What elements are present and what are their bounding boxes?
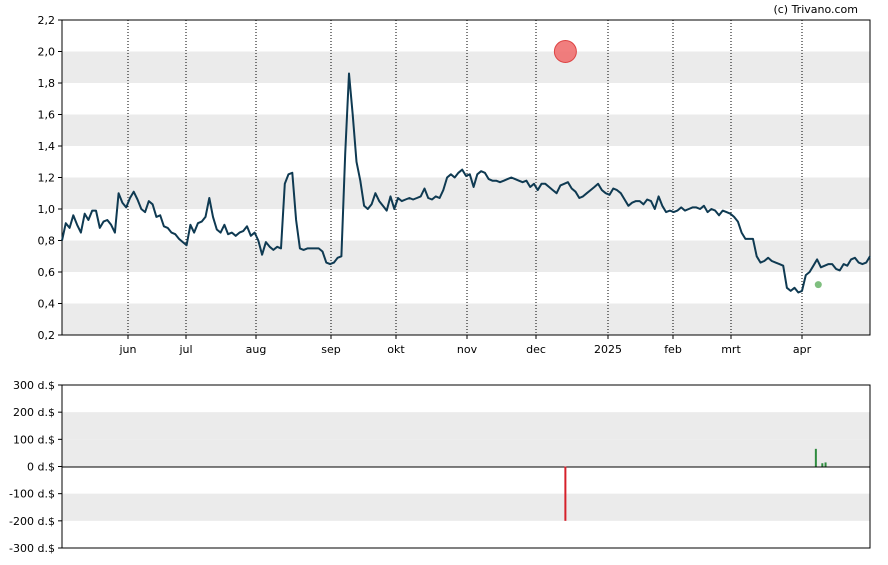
price-y-tick-label: 2,0 [38, 46, 56, 59]
volume-grid-band [62, 439, 870, 467]
volume-y-tick-label: 100 d.$ [13, 433, 55, 446]
price-grid-band [62, 303, 870, 335]
price-y-tick-label: 1,6 [38, 109, 56, 122]
price-y-tick-label: 0,2 [38, 329, 56, 342]
volume-grid-band [62, 412, 870, 440]
price-line [61, 72, 871, 294]
volume-y-axis-ticks: 300 d.$ 200 d.$ 100 d.$ 0 d.$ -100 d.$ -200 d… [9, 379, 62, 555]
x-tick-label: nov [457, 343, 478, 356]
x-tick-label: jun [119, 343, 137, 356]
x-tick-label: feb [664, 343, 682, 356]
price-grid-band [62, 177, 870, 209]
x-tick-label: sep [321, 343, 340, 356]
x-tick-label: apr [793, 343, 812, 356]
price-y-tick-label: 0,8 [38, 235, 56, 248]
price-y-tick-label: 1,4 [38, 140, 56, 153]
volume-grid-bands [62, 412, 870, 521]
volume-y-tick-label: 200 d.$ [13, 406, 55, 419]
price-y-tick-label: 0,6 [38, 266, 56, 279]
price-y-tick-label: 1,2 [38, 172, 56, 185]
event-marker [553, 40, 577, 63]
volume-y-tick-label: -100 d.$ [9, 488, 55, 501]
volume-y-tick-label: -200 d.$ [9, 515, 55, 528]
price-grid-band [62, 114, 870, 146]
x-tick-label: mrt [721, 343, 741, 356]
volume-y-tick-label: -300 d.$ [9, 542, 55, 555]
price-y-tick-label: 1,8 [38, 77, 56, 90]
x-tick-label: jul [178, 343, 192, 356]
volume-y-tick-label: 0 d.$ [27, 461, 55, 474]
volume-y-tick-label: 300 d.$ [13, 379, 55, 392]
x-axis-ticks: jun jul aug sep okt nov dec 2025 feb mrt apr [119, 335, 812, 356]
x-tick-label: 2025 [594, 343, 622, 356]
x-tick-label: aug [246, 343, 267, 356]
price-grid-band [62, 240, 870, 272]
price-y-tick-label: 1,0 [38, 203, 56, 216]
price-markers [553, 40, 822, 289]
price-grid-band [62, 51, 870, 83]
price-y-tick-label: 0,4 [38, 298, 56, 311]
x-tick-label: dec [526, 343, 546, 356]
price-grid-bands [62, 51, 870, 335]
volume-bars [564, 448, 827, 521]
credit-label: (c) Trivano.com [773, 3, 858, 16]
x-tick-label: okt [387, 343, 405, 356]
volume-grid-band [62, 493, 870, 521]
price-series [61, 72, 871, 294]
price-y-axis-ticks: 0,2 0,4 0,6 0,8 1,0 1,2 1,4 1,6 1,8 2,0 2,2 [38, 14, 62, 342]
price-y-tick-label: 2,2 [38, 14, 56, 27]
trade-marker [814, 281, 822, 289]
